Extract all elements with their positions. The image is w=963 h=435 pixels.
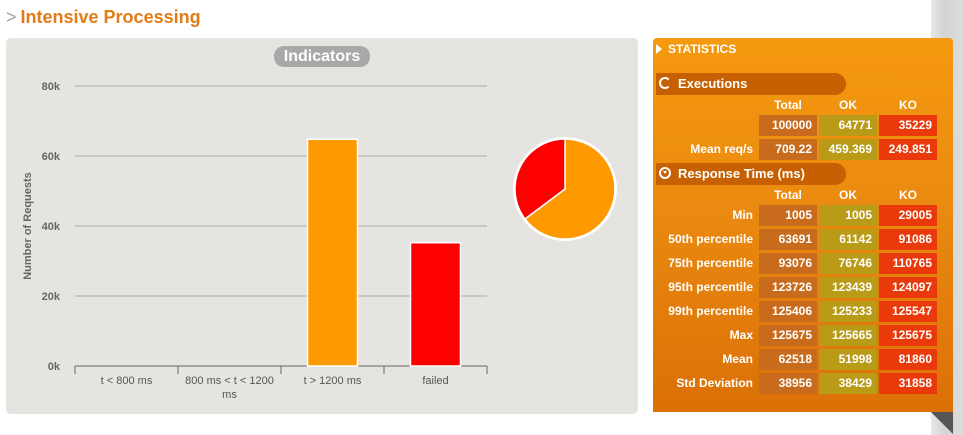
- y-tick-label: 40k: [42, 221, 61, 233]
- stat-cell-total: 125675: [759, 325, 817, 346]
- stat-row-label: 50th percentile: [668, 232, 753, 246]
- bar: [306, 138, 359, 367]
- stat-cell-total: 62518: [759, 349, 817, 370]
- x-tick-label: t < 800 ms: [101, 375, 153, 387]
- title-prefix: >: [6, 7, 17, 27]
- x-tick-label: 800 ms < t < 1200: [185, 375, 274, 387]
- stat-cell-ok: 125665: [819, 325, 877, 346]
- x-tick-label: ms: [222, 389, 237, 401]
- refresh-icon: [659, 77, 671, 89]
- stat-cell-ok: 61142: [819, 229, 877, 250]
- pie-slice: [523, 138, 616, 240]
- indicators-title: Indicators: [274, 46, 370, 67]
- page-corner-fold: [931, 412, 953, 434]
- response-header-total: Total: [774, 188, 802, 202]
- stat-cell-total: 93076: [759, 253, 817, 274]
- stat-row-label: Min: [732, 208, 753, 222]
- x-tick-label: failed: [422, 375, 448, 387]
- stat-cell-ko: 124097: [879, 277, 937, 298]
- stat-cell-ko: 110765: [879, 253, 937, 274]
- executions-section-header: Executions: [656, 73, 846, 95]
- stat-row-label: Std Deviation: [676, 376, 753, 390]
- stat-cell-total: 63691: [759, 229, 817, 250]
- stat-row-label: Max: [729, 328, 753, 342]
- executions-header-ok: OK: [839, 98, 857, 112]
- stat-cell-ko: 29005: [879, 205, 937, 226]
- collapse-triangle-icon: [656, 44, 662, 54]
- stat-cell-ok: 51998: [819, 349, 877, 370]
- stat-cell-ok: 459.369: [819, 139, 877, 160]
- statistics-panel: STATISTICS Executions Total OK KO 100000…: [653, 38, 953, 412]
- stat-cell-total: 38956: [759, 373, 817, 394]
- stat-row-label: Mean: [722, 352, 753, 366]
- stat-cell-ok: 76746: [819, 253, 877, 274]
- page-title-text: Intensive Processing: [20, 7, 201, 27]
- stat-cell-total: 125406: [759, 301, 817, 322]
- stat-cell-total: 100000: [759, 115, 817, 136]
- stat-row-label: 75th percentile: [668, 256, 753, 270]
- y-tick-label: 20k: [42, 291, 61, 303]
- stat-cell-ko: 31858: [879, 373, 937, 394]
- stat-cell-ok: 64771: [819, 115, 877, 136]
- stat-row-label: Mean req/s: [690, 142, 753, 156]
- stat-cell-total: 123726: [759, 277, 817, 298]
- response-header-ko: KO: [899, 188, 917, 202]
- response-time-title: Response Time (ms): [678, 166, 805, 181]
- response-header-ok: OK: [839, 188, 857, 202]
- stat-cell-ko: 125547: [879, 301, 937, 322]
- stat-cell-total: 1005: [759, 205, 817, 226]
- stat-cell-ok: 38429: [819, 373, 877, 394]
- y-tick-label: 80k: [42, 81, 61, 93]
- stat-cell-total: 709.22: [759, 139, 817, 160]
- stat-cell-ok: 123439: [819, 277, 877, 298]
- y-tick-label: 60k: [42, 151, 61, 163]
- statistics-header[interactable]: STATISTICS: [656, 42, 736, 56]
- clock-icon: [659, 167, 671, 179]
- stat-cell-ko: 91086: [879, 229, 937, 250]
- pie-outline: [513, 137, 617, 241]
- x-tick-label: t > 1200 ms: [304, 375, 362, 387]
- executions-title: Executions: [678, 76, 748, 91]
- response-time-section-header: Response Time (ms): [656, 163, 846, 185]
- y-axis-label: Number of Requests: [22, 172, 34, 280]
- stat-cell-ko: 125675: [879, 325, 937, 346]
- stat-cell-ko: 81860: [879, 349, 937, 370]
- executions-header-ko: KO: [899, 98, 917, 112]
- stat-cell-ok: 125233: [819, 301, 877, 322]
- indicators-chart: 0k 20k 40k 60k 80k Number of Requests t < 800 …: [22, 81, 617, 401]
- stat-row-label: 95th percentile: [668, 280, 753, 294]
- pie-slice: [514, 138, 566, 221]
- stat-cell-ko: 249.851: [879, 139, 937, 160]
- bar: [409, 241, 462, 367]
- stat-row-label: 99th percentile: [668, 304, 753, 318]
- stat-cell-ok: 1005: [819, 205, 877, 226]
- stat-cell-ko: 35229: [879, 115, 937, 136]
- page-title: > Intensive Processing: [6, 7, 201, 28]
- statistics-title: STATISTICS: [668, 42, 737, 56]
- executions-header-total: Total: [774, 98, 802, 112]
- y-tick-label: 0k: [48, 361, 61, 373]
